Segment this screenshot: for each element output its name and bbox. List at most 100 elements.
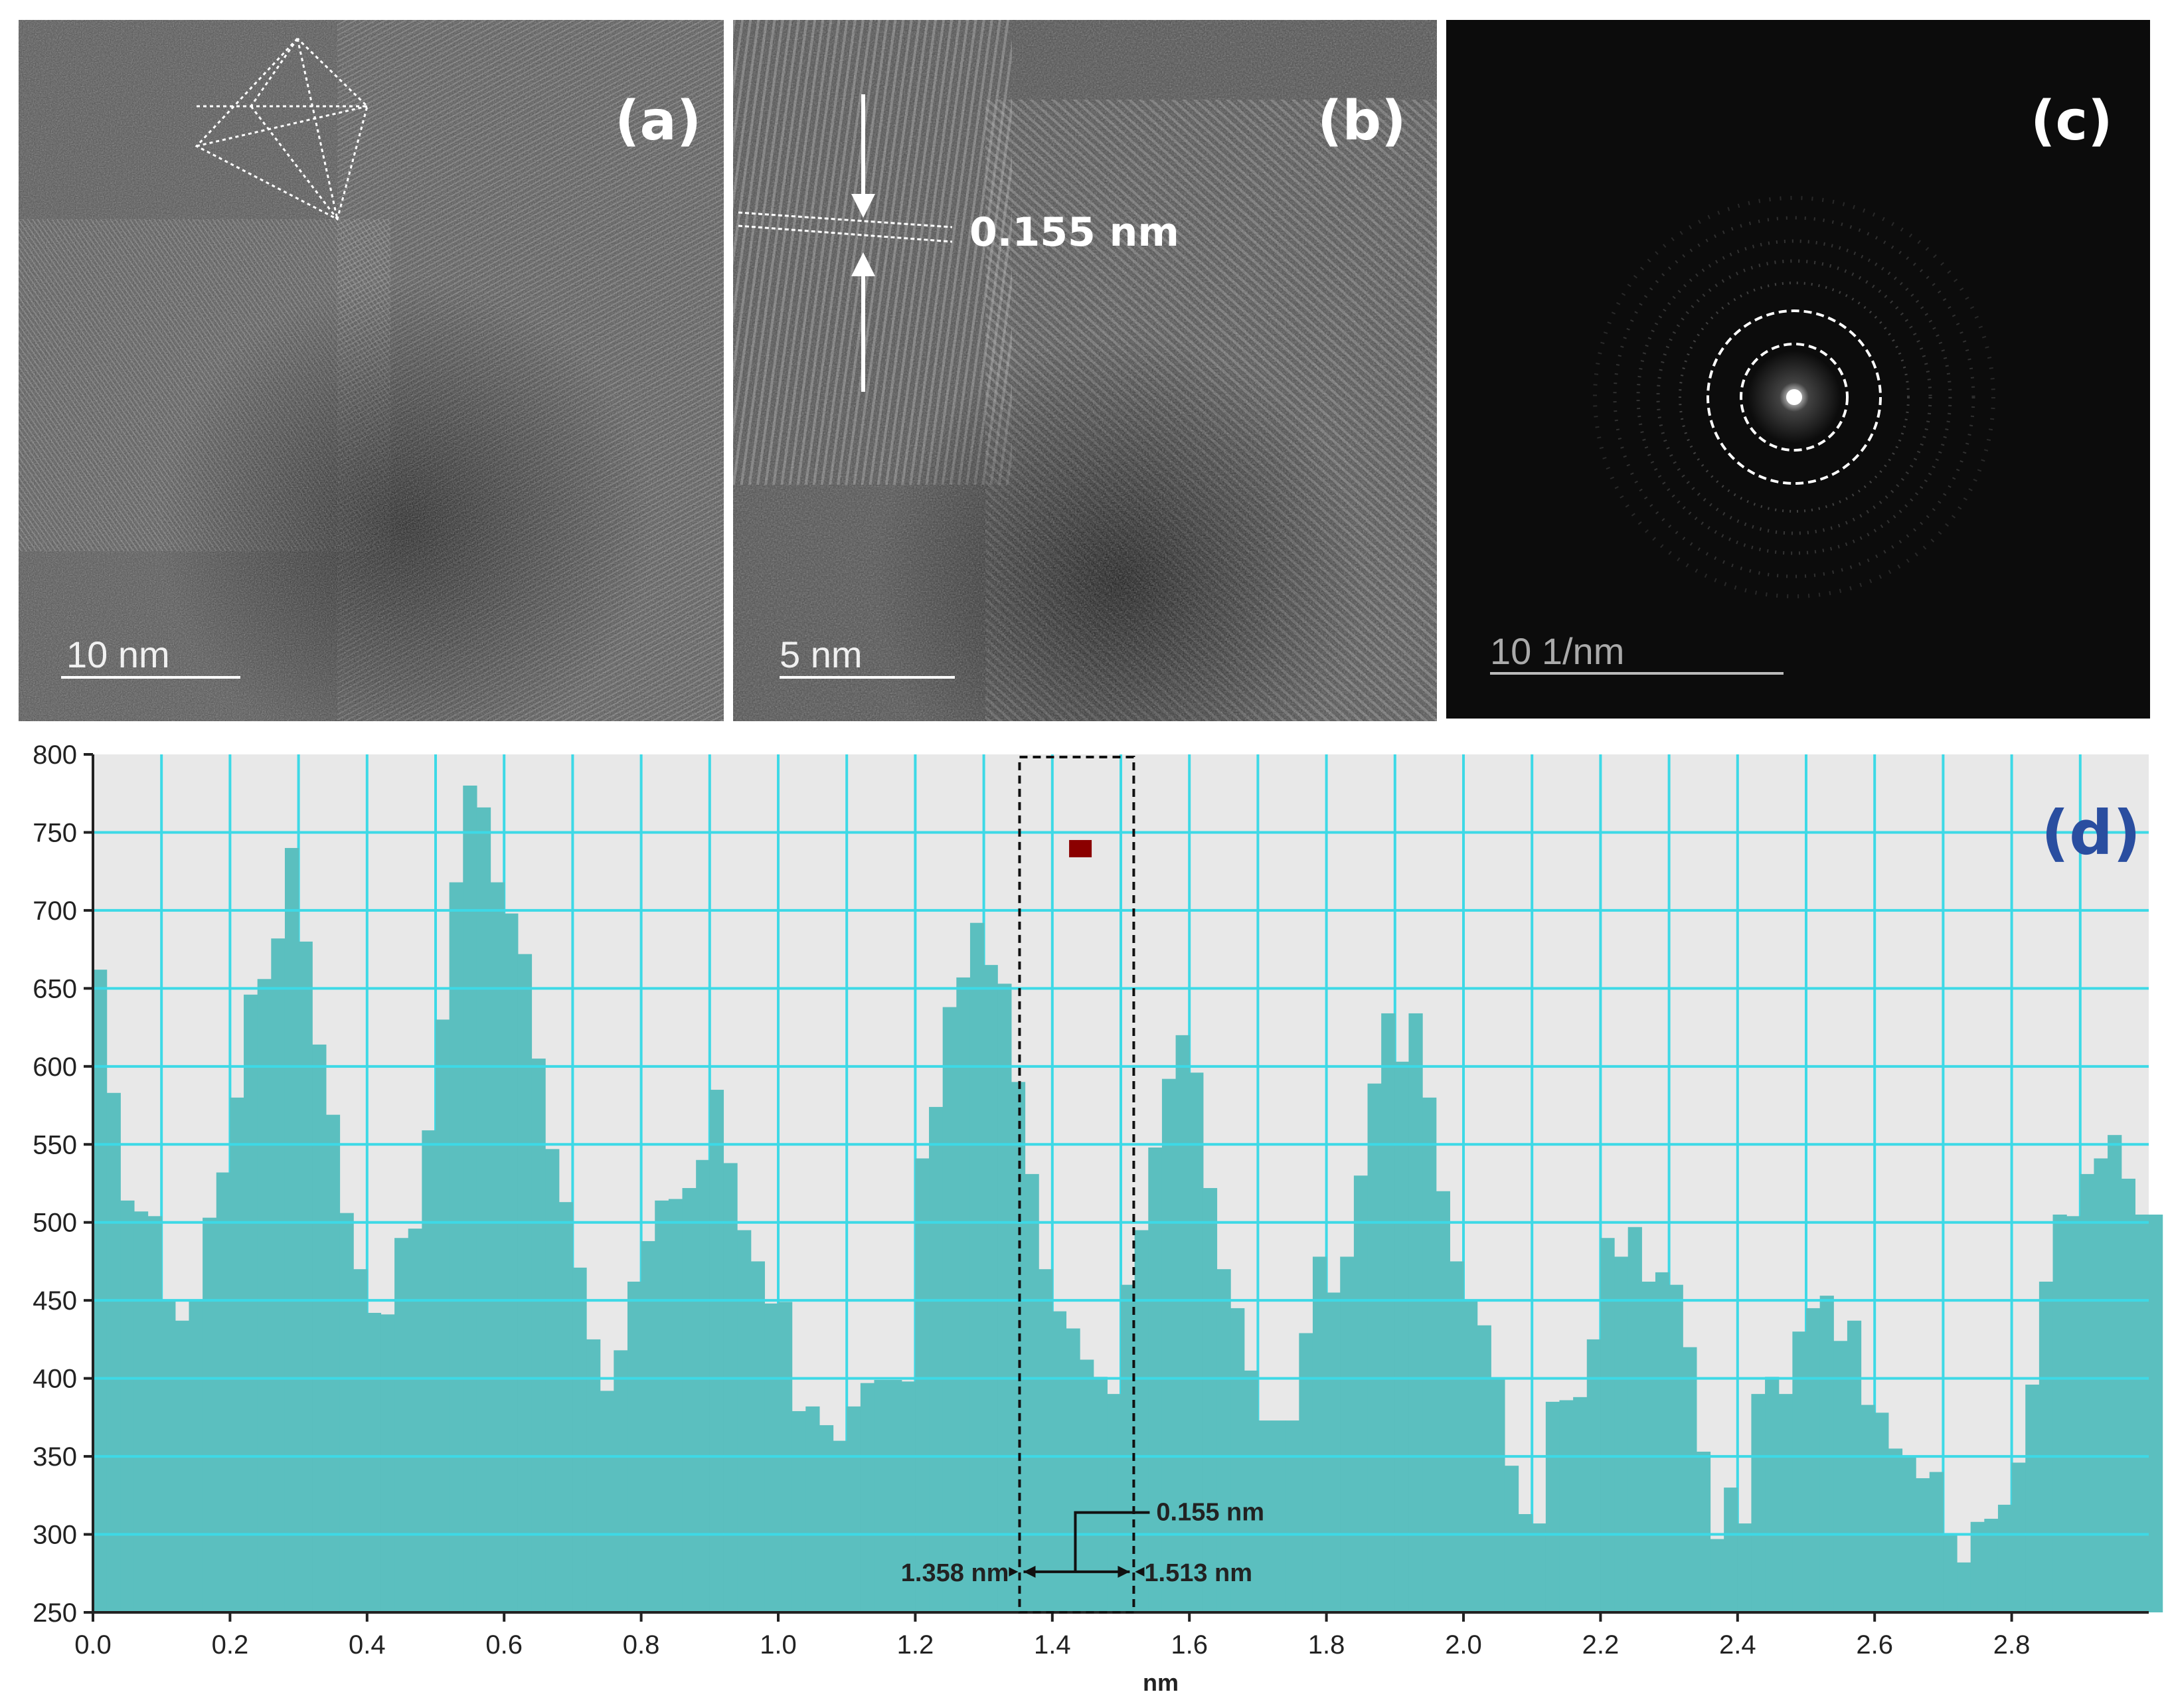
diffraction-rings xyxy=(1593,196,1995,598)
y-tick-label: 650 xyxy=(33,974,77,1003)
profile-bar xyxy=(1683,1347,1697,1612)
y-tick-label: 400 xyxy=(33,1365,77,1394)
profile-bar xyxy=(1353,1175,1369,1612)
y-tick-label: 550 xyxy=(33,1130,77,1159)
selection-box xyxy=(1018,756,1135,1614)
profile-bar xyxy=(1326,1292,1341,1612)
x-tick-label: 2.8 xyxy=(1993,1630,2031,1660)
profile-bar xyxy=(147,1216,162,1612)
profile-bar xyxy=(668,1199,683,1612)
profile-bar xyxy=(1765,1377,1780,1612)
x-tick-label: 0.4 xyxy=(349,1630,386,1660)
profile-bar xyxy=(490,882,505,1612)
panel-a-micrograph: (a) 10 nm xyxy=(19,20,724,721)
profile-bar xyxy=(819,1425,834,1612)
profile-bar xyxy=(1778,1394,1793,1612)
profile-bar xyxy=(1833,1341,1848,1612)
profile-bar xyxy=(1450,1261,1464,1612)
profile-bar xyxy=(2052,1214,2067,1612)
y-tick-label: 600 xyxy=(33,1053,77,1082)
scale-bar-a-label: 10 nm xyxy=(66,634,170,675)
profile-bar xyxy=(422,1130,436,1612)
y-tick-label: 800 xyxy=(33,740,77,770)
profile-bar xyxy=(1230,1308,1245,1612)
profile-bar xyxy=(572,1267,587,1612)
profile-bar xyxy=(929,1106,944,1612)
profile-bar xyxy=(1792,1331,1807,1612)
profile-bar xyxy=(1586,1339,1601,1612)
start-label: 1.358 nm xyxy=(901,1559,1009,1587)
profile-bar xyxy=(216,1172,230,1612)
profile-bar xyxy=(367,1312,382,1612)
pyramid-outline xyxy=(195,37,369,221)
profile-bar xyxy=(271,938,286,1612)
x-tick-labels: 0.0 0.2 0.4 0.6 0.8 1.0 1.2 1.4 1.6 1.8 2.0 2.2 2.4 2… xyxy=(74,1612,2030,1660)
profile-bar xyxy=(737,1230,752,1612)
x-tick-label: 1.6 xyxy=(1171,1630,1208,1660)
profile-bar xyxy=(586,1339,601,1612)
line-profile-chart: 0.0 0.2 0.4 0.6 0.8 1.0 1.2 1.4 1.6 1.8 2.0 2.2 2.4 2… xyxy=(33,740,2163,1696)
panel-b-micrograph: 0.155 nm (b) 5 nm xyxy=(733,20,1437,721)
data-marker xyxy=(1069,839,1092,857)
panel-d-line-profile: 0.0 0.2 0.4 0.6 0.8 1.0 1.2 1.4 1.6 1.8 2.0 2.2 2.4 2… xyxy=(0,730,2166,1708)
end-label: 1.513 nm xyxy=(1144,1559,1252,1587)
panel-a-label: (a) xyxy=(615,90,701,153)
profile-bar xyxy=(956,977,971,1612)
grid-horizontal-overlay xyxy=(93,831,2149,1536)
profile-bar xyxy=(1916,1478,1930,1612)
panel-b-image: 0.155 nm (b) 5 nm xyxy=(733,20,1437,721)
arrow-left-icon xyxy=(1135,1567,1145,1577)
profile-bar xyxy=(600,1391,614,1612)
profile-bar xyxy=(1943,1534,1958,1612)
x-tick-label: 2.2 xyxy=(1582,1630,1620,1660)
profile-bar xyxy=(874,1379,888,1612)
profile-bar xyxy=(1394,1061,1410,1612)
profile-bar xyxy=(1819,1296,1834,1612)
profile-bar xyxy=(1436,1191,1450,1612)
x-axis-label: nm xyxy=(1143,1669,1179,1696)
profile-bar xyxy=(244,994,258,1612)
profile-bar xyxy=(380,1314,395,1612)
profile-bar xyxy=(709,1090,724,1612)
y-tick-labels: 250 300 350 400 450 500 550 600 650 700 750 800 xyxy=(33,740,93,1628)
profile-bar xyxy=(614,1350,628,1612)
profile-bar xyxy=(1175,1035,1190,1612)
profile-bar xyxy=(1997,1504,2013,1612)
profile-bar xyxy=(627,1281,642,1612)
profile-bar xyxy=(1737,1523,1752,1612)
profile-bar xyxy=(1052,1311,1067,1612)
profile-bar xyxy=(2011,1462,2026,1612)
y-tick-label: 300 xyxy=(33,1521,77,1550)
profile-bar xyxy=(257,979,272,1612)
profile-bar xyxy=(325,1114,341,1612)
x-tick-label: 2.4 xyxy=(1719,1630,1756,1660)
profile-bar xyxy=(2108,1135,2122,1612)
profile-bar xyxy=(1573,1397,1588,1612)
profile-bar xyxy=(1504,1466,1519,1612)
scale-bar-b-label: 5 nm xyxy=(780,634,863,675)
profile-bar xyxy=(1039,1269,1053,1612)
profile-bar xyxy=(531,1059,546,1612)
profile-bar xyxy=(901,1381,916,1612)
x-tick-label: 2.0 xyxy=(1445,1630,1482,1660)
profile-bar xyxy=(408,1229,422,1612)
profile-bar xyxy=(312,1044,327,1612)
profile-bar xyxy=(2121,1178,2135,1612)
profile-bar xyxy=(1203,1188,1218,1612)
profile-bar xyxy=(120,1200,135,1612)
profile-bar xyxy=(1107,1394,1122,1612)
profile-bar xyxy=(1066,1328,1080,1612)
x-tick-label: 0.0 xyxy=(74,1630,112,1660)
profile-bar xyxy=(1847,1320,1862,1612)
x-tick-label: 0.2 xyxy=(212,1630,249,1660)
profile-bar xyxy=(833,1440,847,1612)
profile-bar xyxy=(545,1149,560,1612)
profile-bar xyxy=(1888,1448,1903,1612)
profile-bar xyxy=(1929,1472,1944,1612)
profile-bar xyxy=(1532,1523,1546,1612)
profile-bar xyxy=(915,1158,930,1612)
profile-bar xyxy=(2149,1214,2163,1612)
profile-bar xyxy=(1724,1488,1738,1612)
profile-bar xyxy=(2039,1281,2054,1612)
profile-bar xyxy=(1600,1238,1615,1612)
